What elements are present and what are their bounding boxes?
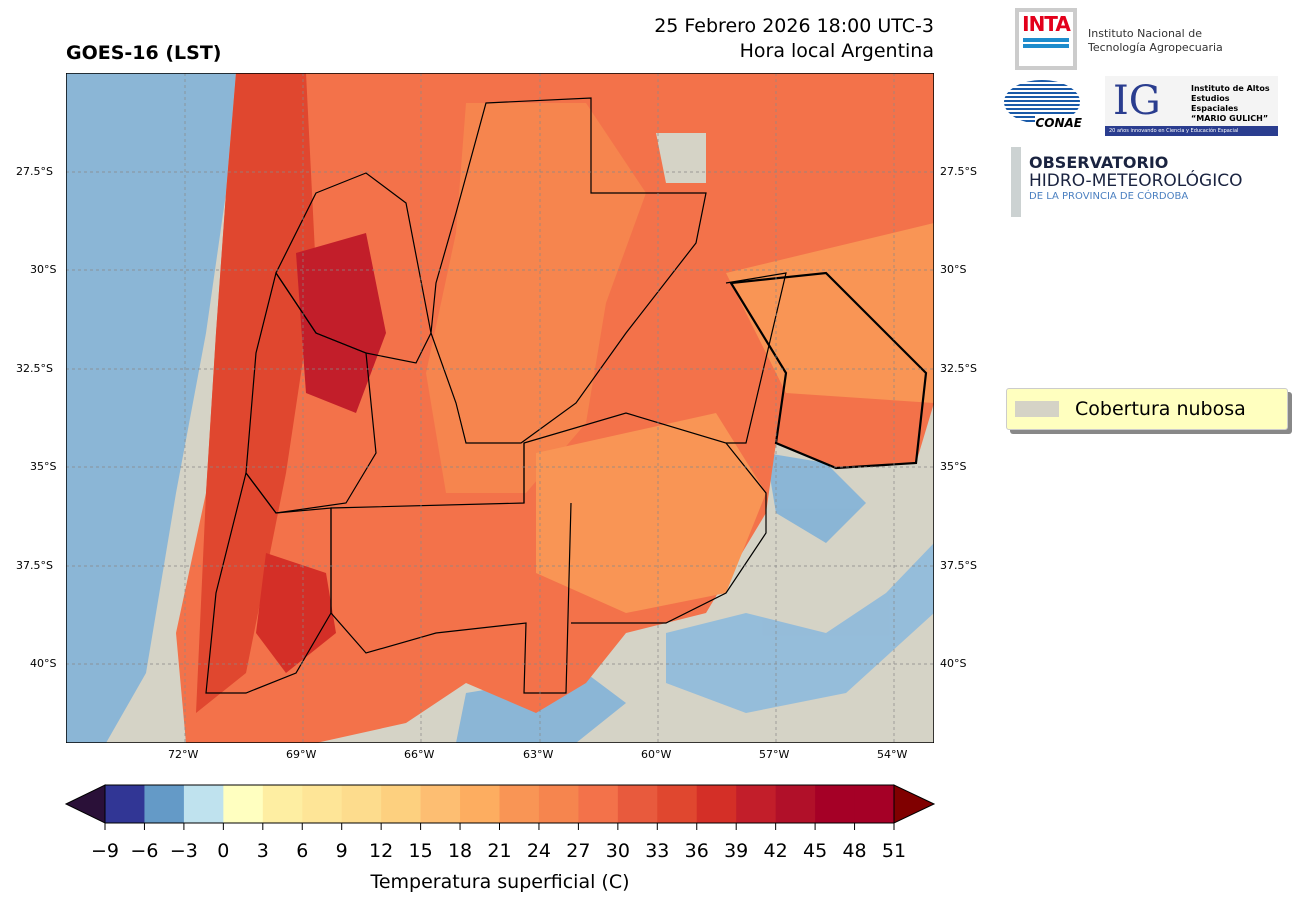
lat-label: 40°S — [30, 657, 57, 670]
colorbar-label: Temperatura superficial (C) — [370, 871, 630, 893]
colorbar-tick-label: 24 — [526, 840, 552, 862]
lon-label: 54°W — [877, 748, 908, 761]
legend-label: Cobertura nubosa — [1075, 398, 1246, 420]
colorbar-tick-label: 27 — [566, 840, 591, 862]
observatorio-line2: HIDRO-METEOROLÓGICO — [1029, 171, 1243, 191]
lat-label-right: 32.5°S — [940, 362, 977, 375]
lon-label: 60°W — [641, 748, 672, 761]
colorbar-tick-label: 48 — [842, 840, 867, 862]
ig-line2: Estudios Espaciales — [1191, 94, 1239, 113]
colorbar-tick-label: 15 — [408, 840, 433, 862]
observatorio-line1: OBSERVATORIO — [1029, 153, 1169, 172]
colorbar-segment — [736, 785, 777, 823]
colorbar-tick-label: 30 — [605, 840, 630, 862]
lat-label-right: 40°S — [940, 657, 967, 670]
lat-label-right: 35°S — [940, 460, 967, 473]
lat-label: 27.5°S — [16, 165, 53, 178]
colorbar-tick-label: 3 — [256, 840, 269, 862]
colorbar-segment — [420, 785, 461, 823]
conae-mark: CONAE — [1035, 116, 1082, 130]
colorbar-segment — [183, 785, 224, 823]
province-borders — [205, 97, 928, 694]
colorbar-segment — [696, 785, 737, 823]
lon-label: 66°W — [404, 748, 435, 761]
colorbar-segment — [302, 785, 343, 823]
colorbar-tick-label: 51 — [881, 840, 907, 862]
lon-label: 72°W — [168, 748, 199, 761]
ig-line3: “MARIO GULICH” — [1191, 114, 1269, 123]
colorbar-over-extension — [893, 784, 936, 824]
colorbar-tick-label: 33 — [645, 840, 670, 862]
colorbar-segment — [657, 785, 698, 823]
colorbar-tick-label: 0 — [217, 840, 230, 862]
map-title: GOES-16 (LST) — [66, 42, 222, 64]
colorbar-segment — [460, 785, 500, 823]
colorbar-under-extension — [64, 784, 106, 824]
colorbar-segment — [815, 785, 856, 823]
colorbar-tick-label: 6 — [296, 840, 309, 862]
colorbar-tick-label: 45 — [803, 840, 828, 862]
conae-logo: CONAE — [1004, 80, 1082, 130]
datetime-header: 25 Febrero 2026 18:00 UTC-3 Hora local A… — [654, 14, 934, 64]
graticule — [66, 73, 934, 743]
inta-mark: INTA — [1022, 12, 1071, 36]
ig-tagline: 20 años innovando en Ciencia y Educación… — [1105, 126, 1278, 136]
lat-label: 35°S — [30, 460, 57, 473]
lat-label: 37.5°S — [16, 559, 53, 572]
lat-label-right: 30°S — [940, 263, 967, 276]
observatorio-line3: DE LA PROVINCIA DE CÓRDOBA — [1029, 191, 1189, 202]
colorbar-tick-label: 36 — [684, 840, 709, 862]
colorbar-tick-label: 9 — [335, 840, 348, 862]
colorbar-segment — [775, 785, 816, 823]
colorbar-segment — [499, 785, 540, 823]
cloud-swatch — [1015, 401, 1059, 417]
lat-label-right: 27.5°S — [940, 165, 977, 178]
observatorio-bar — [1011, 147, 1021, 217]
colorbar-tick-label: −3 — [169, 840, 198, 862]
colorbar-segment — [144, 785, 185, 823]
inta-logo: INTA — [1015, 8, 1077, 70]
inta-line2: Tecnología Agropecuaria — [1088, 41, 1223, 54]
colorbar-tick-label: 18 — [447, 840, 473, 862]
lat-label: 32.5°S — [16, 362, 53, 375]
colorbar-tick-label: −9 — [90, 840, 120, 862]
colorbar-tick-label: 12 — [369, 840, 394, 862]
lat-label-right: 37.5°S — [940, 559, 977, 572]
ig-logo: IG Instituto de Altos Estudios Espaciale… — [1105, 76, 1278, 136]
colorbar-tick-label: 39 — [724, 840, 749, 862]
colorbar-segment — [381, 785, 422, 823]
inta-line1: Instituto Nacional de — [1088, 27, 1202, 40]
colorbar-segment — [578, 785, 619, 823]
colorbar-tick-label: −6 — [130, 840, 159, 862]
colorbar-segment — [538, 785, 579, 823]
temperature-map — [66, 73, 934, 743]
lat-label: 30°S — [30, 263, 57, 276]
colorbar-tick-label: 42 — [763, 840, 788, 862]
colorbar-segment — [262, 785, 303, 823]
ig-line1: Instituto de Altos — [1191, 84, 1270, 93]
cloud-cover-legend: Cobertura nubosa — [1006, 388, 1288, 430]
colorbar-segment — [223, 785, 264, 823]
lon-label: 63°W — [523, 748, 554, 761]
colorbar-segment — [105, 785, 145, 823]
colorbar-segment — [617, 785, 658, 823]
observatorio-logo: OBSERVATORIO HIDRO-METEOROLÓGICO DE LA P… — [1029, 153, 1242, 203]
colorbar-tick-label: 21 — [487, 840, 512, 862]
lon-label: 57°W — [759, 748, 790, 761]
colorbar — [64, 784, 936, 830]
inta-text: Instituto Nacional de Tecnología Agropec… — [1088, 27, 1223, 55]
datetime: 25 Febrero 2026 18:00 UTC-3 — [654, 15, 934, 37]
local-time-note: Hora local Argentina — [739, 40, 934, 62]
colorbar-segment — [341, 785, 382, 823]
colorbar-segment — [854, 785, 895, 823]
ig-mark: IG — [1113, 78, 1161, 124]
lon-label: 69°W — [286, 748, 317, 761]
